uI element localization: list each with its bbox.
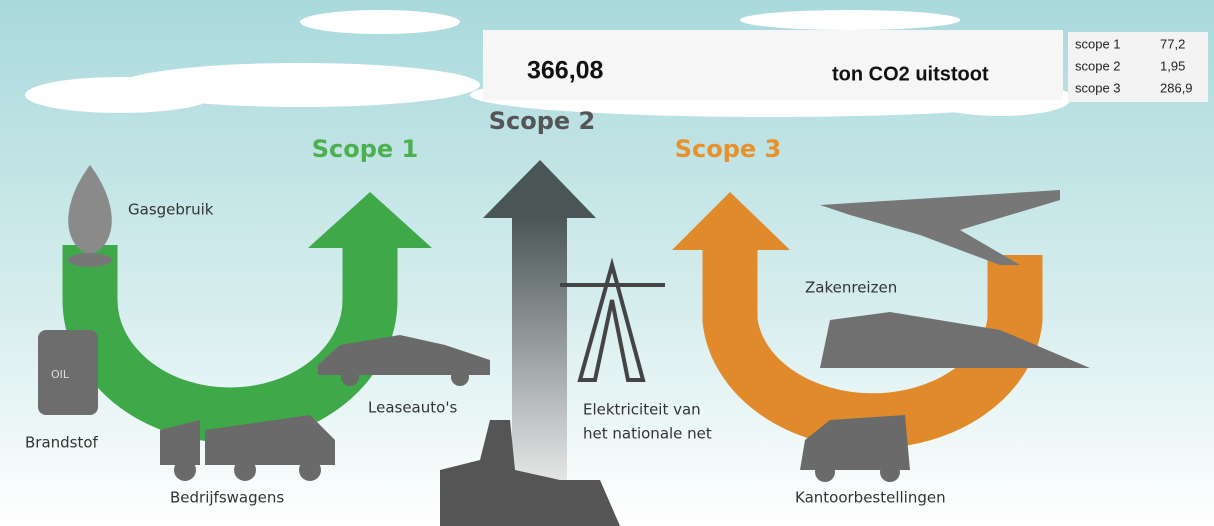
scope-name: scope 1: [1075, 36, 1121, 51]
scope2-arrowhead: [483, 160, 596, 218]
scope1-arrowhead: [308, 192, 432, 248]
scope-3: Scope 3: [675, 135, 782, 163]
icons: [38, 165, 1090, 526]
scope-2: Scope 2: [489, 107, 596, 135]
fuel-label: Brandstof: [25, 434, 99, 452]
unit: ton CO2 uitstoot: [832, 63, 989, 85]
gas-label: Gasgebruik: [128, 201, 214, 219]
scope-value: 286,9: [1160, 80, 1193, 95]
orders-label: Kantoorbestellingen: [795, 489, 946, 507]
barrel-label: OIL: [51, 368, 70, 381]
scope-name: scope 2: [1075, 58, 1121, 73]
travel-label: Zakenreizen: [805, 279, 897, 297]
electricity-label: Elektriciteit van: [583, 401, 701, 419]
lease-label: Leaseauto's: [368, 399, 457, 417]
electricity-label: het nationale net: [583, 425, 712, 443]
scope3-arrowhead: [672, 192, 790, 250]
scope-value: 77,2: [1160, 36, 1185, 51]
scope-value: 1,95: [1160, 58, 1185, 73]
scope-1: Scope 1: [312, 135, 419, 163]
trucks-label: Bedrijfswagens: [170, 489, 284, 507]
scope-rows: scope 1 77,2 scope 2 1,95 scope 3 286,9: [1075, 36, 1193, 95]
total: 366,08: [527, 57, 604, 85]
scope-name: scope 3: [1075, 80, 1121, 95]
total-box: [483, 30, 1063, 100]
scope-table: [1068, 32, 1208, 102]
